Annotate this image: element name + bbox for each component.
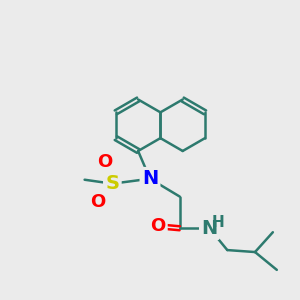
Text: H: H — [212, 215, 225, 230]
Text: O: O — [150, 217, 166, 235]
Text: N: N — [142, 169, 158, 188]
Text: O: O — [90, 193, 105, 211]
Text: N: N — [201, 219, 218, 238]
Text: O: O — [97, 153, 112, 171]
Text: S: S — [105, 174, 119, 193]
